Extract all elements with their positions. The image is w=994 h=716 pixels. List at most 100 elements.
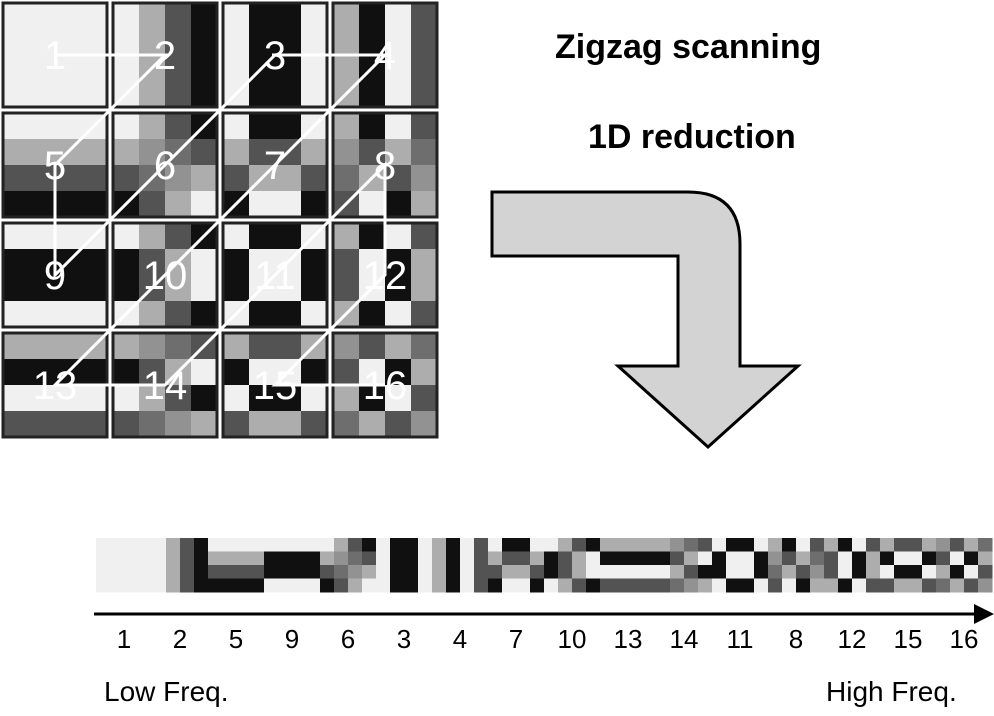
- strip-cell: [236, 551, 251, 566]
- strip-cell: [810, 551, 825, 566]
- bent-arrow-icon: [490, 190, 802, 450]
- strip-cell: [96, 538, 111, 552]
- strip-cell: [922, 551, 937, 566]
- strip-cell: [908, 538, 923, 552]
- strip-cell: [446, 551, 461, 566]
- basis-cell: [113, 139, 140, 166]
- strip-cell: [866, 565, 881, 579]
- basis-cell: [411, 223, 438, 250]
- strip-cell: [796, 578, 811, 593]
- scan-order-number: 11: [727, 624, 754, 654]
- strip-segment: [264, 538, 321, 593]
- basis-cell: [385, 55, 412, 82]
- basis-cell: [165, 55, 192, 82]
- strip-cell: [852, 551, 867, 566]
- basis-cell: [359, 139, 386, 166]
- strip-cell: [908, 565, 923, 579]
- strip-cell: [306, 551, 321, 566]
- strip-cell: [376, 551, 391, 566]
- scan-order-number: 13: [614, 624, 643, 654]
- basis-block-border: [111, 221, 219, 329]
- strip-cell: [824, 578, 839, 593]
- strip-cell: [852, 538, 867, 552]
- scan-order-number: 4: [453, 624, 467, 654]
- basis-cell: [385, 165, 412, 192]
- strip-cell: [152, 565, 167, 579]
- strip-cell: [488, 565, 503, 579]
- basis-cell: [275, 3, 302, 30]
- basis-cell: [333, 359, 360, 386]
- strip-cell: [684, 538, 699, 552]
- strip-cell: [726, 565, 741, 579]
- strip-cell: [460, 551, 475, 566]
- basis-cell: [139, 223, 166, 250]
- basis-cell: [139, 29, 166, 56]
- strip-cell: [558, 538, 573, 552]
- basis-cell: [81, 55, 108, 82]
- basis-cell: [385, 113, 412, 140]
- strip-cell: [278, 551, 293, 566]
- basis-cell: [191, 55, 218, 82]
- block-number: 9: [44, 254, 66, 298]
- strip-cell: [530, 551, 545, 566]
- basis-cell: [249, 81, 276, 108]
- block-number: 7: [264, 144, 286, 188]
- basis-cell: [385, 275, 412, 302]
- basis-cell: [333, 223, 360, 250]
- basis-cell: [223, 275, 250, 302]
- strip-cell: [544, 578, 559, 593]
- basis-block: [111, 111, 219, 219]
- block-number: 2: [154, 34, 176, 78]
- strip-cell: [614, 551, 629, 566]
- basis-cell: [223, 411, 250, 438]
- strip-cell: [124, 578, 139, 593]
- basis-cell: [385, 81, 412, 108]
- basis-cell: [139, 333, 166, 360]
- basis-cell: [81, 191, 108, 218]
- basis-cell: [191, 139, 218, 166]
- strip-cell: [236, 538, 251, 552]
- basis-cell: [3, 165, 30, 192]
- block-number: 13: [33, 364, 78, 408]
- basis-cell: [191, 3, 218, 30]
- strip-cell: [950, 565, 965, 579]
- basis-cell: [81, 3, 108, 30]
- basis-cell: [139, 81, 166, 108]
- basis-cell: [223, 333, 250, 360]
- basis-cell: [29, 249, 56, 276]
- strip-cell: [866, 578, 881, 593]
- strip-cell: [404, 578, 419, 593]
- strip-cell: [404, 551, 419, 566]
- strip-cell: [264, 551, 279, 566]
- strip-cell: [642, 565, 657, 579]
- strip-cell: [180, 538, 195, 552]
- scan-order-number: 3: [397, 624, 411, 654]
- basis-cell: [81, 301, 108, 328]
- basis-cell: [249, 3, 276, 30]
- basis-cell: [81, 165, 108, 192]
- basis-cell: [275, 275, 302, 302]
- basis-cell: [81, 29, 108, 56]
- strip-cell: [222, 538, 237, 552]
- basis-cell: [3, 191, 30, 218]
- strip-cell: [950, 578, 965, 593]
- basis-cell: [81, 411, 108, 438]
- basis-cell: [165, 165, 192, 192]
- strip-cell: [908, 578, 923, 593]
- basis-cell: [29, 275, 56, 302]
- axis-arrowhead-icon: [974, 604, 994, 624]
- basis-cell: [411, 29, 438, 56]
- strip-cell: [908, 551, 923, 566]
- strip-cell: [362, 565, 377, 579]
- strip-cell: [488, 551, 503, 566]
- strip-cell: [684, 578, 699, 593]
- basis-cell: [333, 275, 360, 302]
- block-number: 3: [264, 34, 286, 78]
- strip-cell: [838, 565, 853, 579]
- basis-cell: [275, 29, 302, 56]
- basis-cell: [3, 249, 30, 276]
- strip-cell: [222, 551, 237, 566]
- strip-segment: [544, 538, 601, 593]
- strip-segment: [880, 538, 937, 593]
- basis-cell: [3, 411, 30, 438]
